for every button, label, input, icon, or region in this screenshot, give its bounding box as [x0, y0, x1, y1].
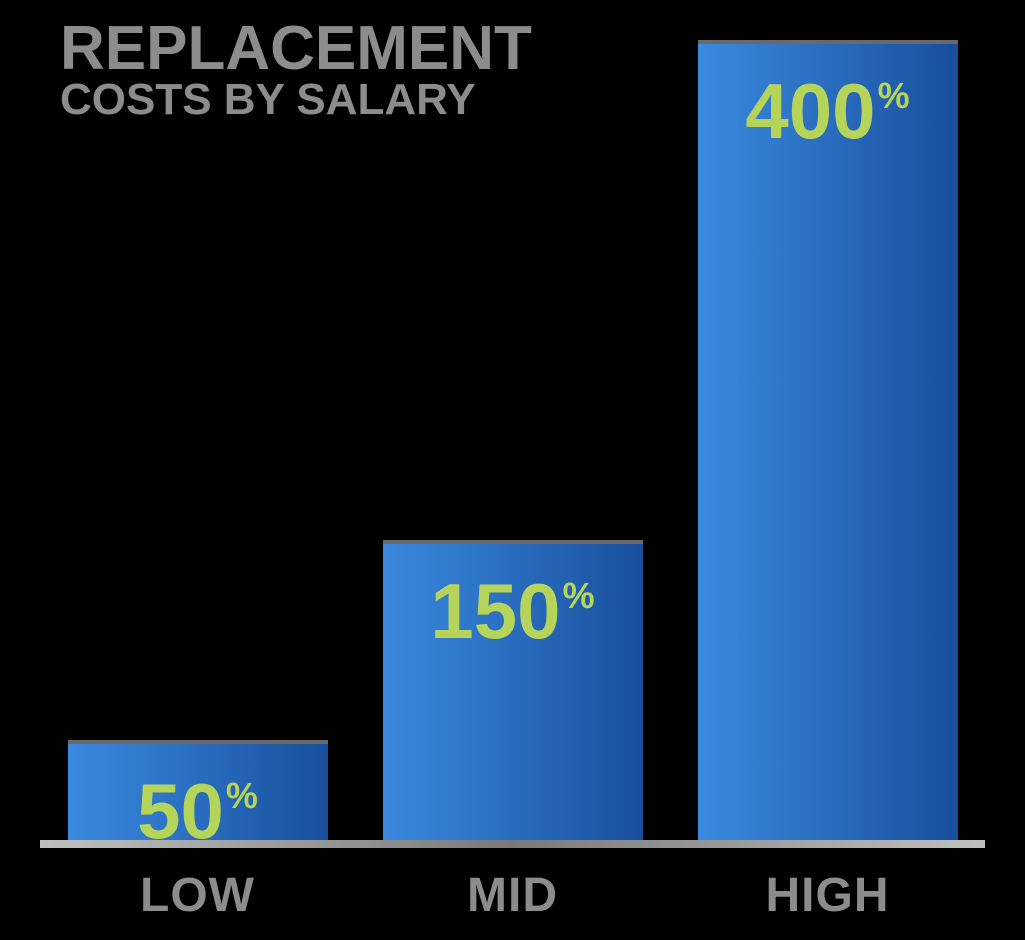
x-label-slot: HIGH — [670, 860, 985, 930]
bar-value: 50% — [137, 744, 258, 850]
x-label-slot: LOW — [40, 860, 355, 930]
bar-low: 50% — [68, 740, 328, 840]
bar-value: 400% — [745, 44, 909, 150]
x-label-high: HIGH — [766, 868, 890, 923]
bar-value: 150% — [430, 544, 594, 650]
percent-sign: % — [226, 778, 258, 814]
bars-area: 50%150%400% — [40, 0, 985, 840]
x-label-mid: MID — [467, 868, 558, 923]
bar-value-number: 50 — [137, 772, 224, 850]
x-axis-labels: LOW MID HIGH — [40, 860, 985, 930]
bar-slot: 400% — [670, 0, 985, 840]
percent-sign: % — [878, 78, 910, 114]
percent-sign: % — [563, 578, 595, 614]
x-axis-baseline — [40, 840, 985, 848]
bar-high: 400% — [698, 40, 958, 840]
bar-chart: REPLACEMENT COSTS BY SALARY 50%150%400% … — [0, 0, 1025, 940]
x-label-low: LOW — [140, 868, 255, 923]
x-label-slot: MID — [355, 860, 670, 930]
bar-slot: 150% — [355, 0, 670, 840]
bar-value-number: 150 — [430, 572, 560, 650]
bar-mid: 150% — [383, 540, 643, 840]
bar-slot: 50% — [40, 0, 355, 840]
bar-value-number: 400 — [745, 72, 875, 150]
